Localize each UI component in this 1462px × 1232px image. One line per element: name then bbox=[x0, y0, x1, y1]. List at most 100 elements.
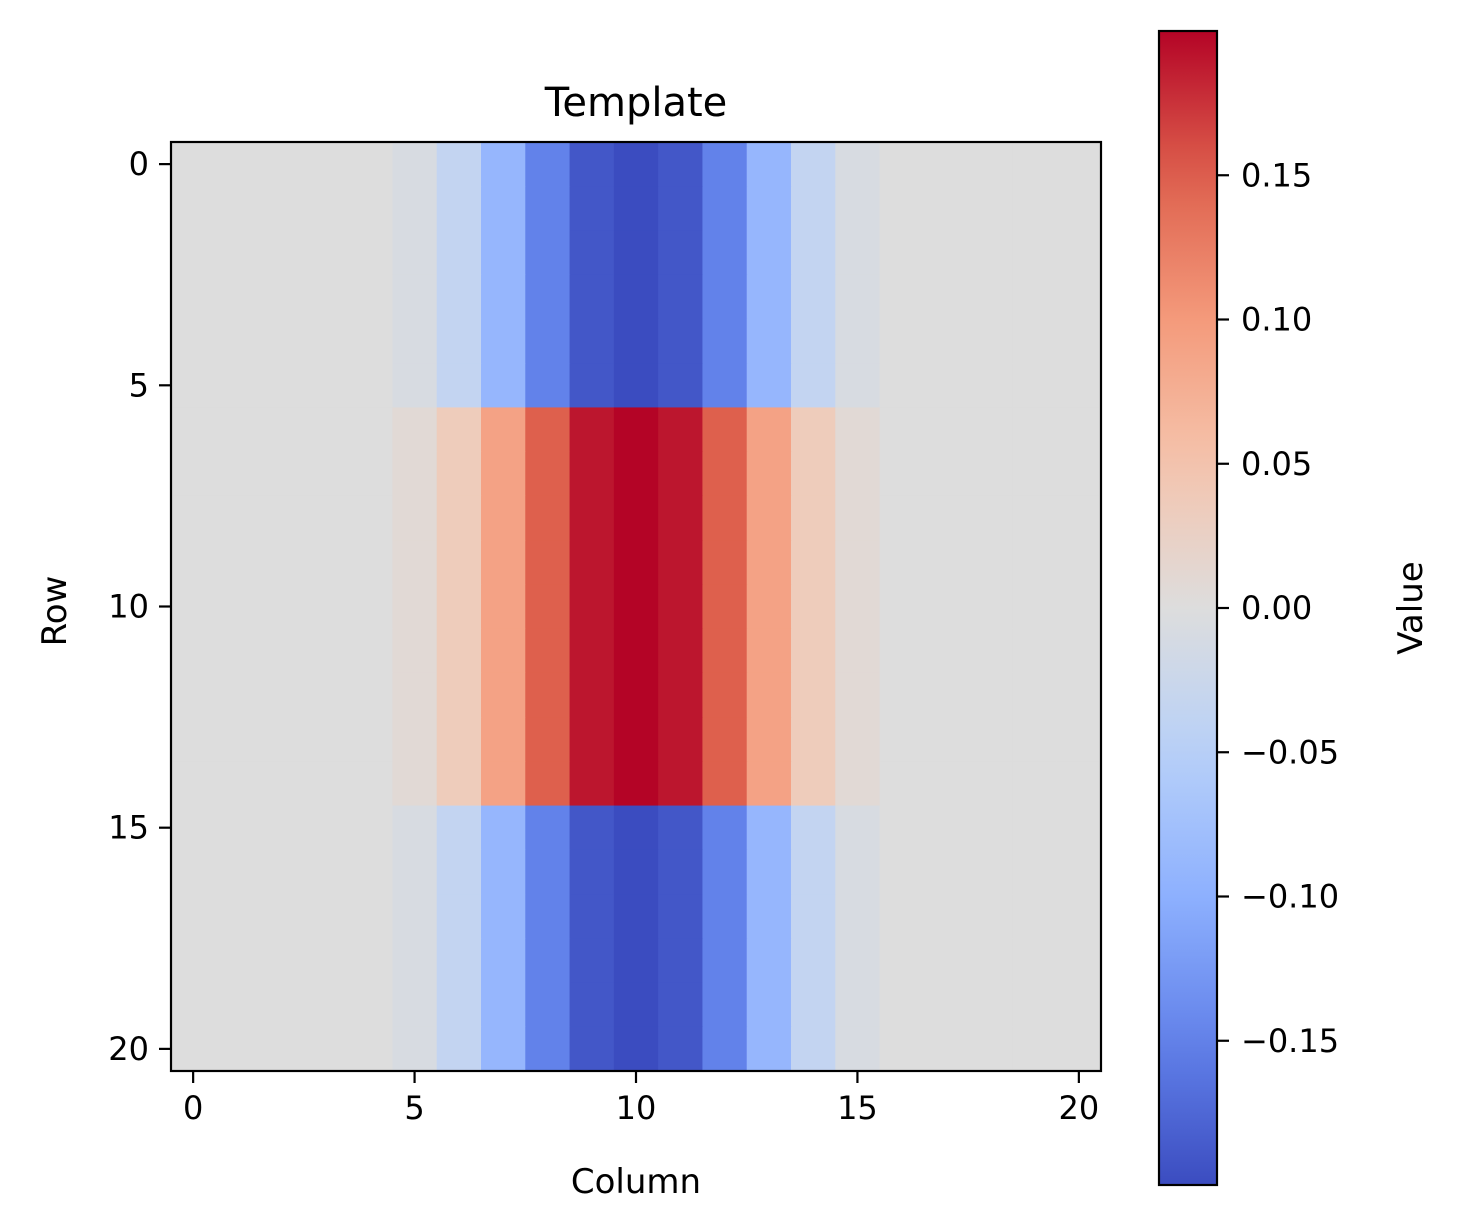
heatmap-cell bbox=[569, 849, 615, 895]
heatmap-cell bbox=[879, 540, 925, 585]
heatmap-cell bbox=[746, 495, 792, 541]
heatmap-cell bbox=[303, 274, 349, 320]
heatmap-cell bbox=[879, 407, 925, 453]
x-axis-label: Column bbox=[571, 1162, 701, 1202]
heatmap-cell bbox=[613, 982, 659, 1028]
heatmap-cell bbox=[525, 230, 571, 276]
heatmap-cell bbox=[569, 1026, 615, 1072]
heatmap-cell bbox=[746, 540, 792, 585]
heatmap-cell bbox=[1012, 495, 1058, 541]
heatmap-cell bbox=[658, 186, 704, 232]
heatmap-cell bbox=[259, 894, 305, 939]
heatmap-cell bbox=[702, 451, 748, 497]
heatmap-cell bbox=[348, 982, 394, 1028]
heatmap-cell bbox=[171, 274, 216, 320]
heatmap-cell bbox=[215, 628, 261, 674]
heatmap-cell bbox=[392, 628, 438, 674]
heatmap-cell bbox=[746, 142, 792, 187]
heatmap-cell bbox=[658, 495, 704, 541]
heatmap-cell bbox=[879, 717, 925, 762]
heatmap-cell bbox=[436, 628, 482, 674]
heatmap-cell bbox=[1012, 407, 1058, 453]
heatmap-cell bbox=[702, 186, 748, 232]
heatmap-cell bbox=[923, 894, 969, 939]
heatmap-cell bbox=[525, 672, 571, 718]
heatmap-cell bbox=[1012, 628, 1058, 674]
heatmap-cell bbox=[702, 407, 748, 453]
heatmap-cell bbox=[525, 717, 571, 762]
heatmap-cell bbox=[215, 407, 261, 453]
heatmap-cell bbox=[746, 584, 792, 630]
heatmap-cell bbox=[746, 363, 792, 409]
heatmap-cell bbox=[923, 363, 969, 409]
heatmap-cell bbox=[481, 186, 526, 232]
heatmap-cell bbox=[746, 407, 792, 453]
heatmap-cell bbox=[569, 805, 615, 851]
heatmap-cell bbox=[259, 230, 305, 276]
heatmap-cell bbox=[968, 849, 1014, 895]
heatmap-cell bbox=[613, 584, 659, 630]
heatmap-cell bbox=[658, 717, 704, 762]
heatmap-cell bbox=[481, 1026, 526, 1072]
heatmap-cell bbox=[171, 230, 216, 276]
heatmap-cell bbox=[436, 363, 482, 409]
heatmap-cell bbox=[481, 628, 526, 674]
heatmap-cell bbox=[215, 849, 261, 895]
heatmap-cell bbox=[835, 584, 881, 630]
heatmap-cell bbox=[1056, 672, 1102, 718]
heatmap-cell bbox=[481, 805, 526, 851]
heatmap-cell bbox=[171, 628, 216, 674]
heatmap-cell bbox=[215, 805, 261, 851]
heatmap-cell bbox=[171, 584, 216, 630]
heatmap-cell bbox=[392, 540, 438, 585]
heatmap-cell bbox=[171, 894, 216, 939]
heatmap-cell bbox=[658, 849, 704, 895]
heatmap-cell bbox=[259, 849, 305, 895]
heatmap-cell bbox=[215, 186, 261, 232]
heatmap-cell bbox=[303, 761, 349, 807]
heatmap-cell bbox=[392, 717, 438, 762]
heatmap-cell bbox=[1056, 407, 1102, 453]
heatmap-cell bbox=[746, 672, 792, 718]
heatmap-cell bbox=[658, 540, 704, 585]
y-axis-label: Row bbox=[35, 576, 75, 647]
heatmap-cell bbox=[303, 363, 349, 409]
heatmap-cell bbox=[968, 142, 1014, 187]
heatmap-cell bbox=[303, 672, 349, 718]
heatmap-cell bbox=[835, 982, 881, 1028]
heatmap-cell bbox=[879, 1026, 925, 1072]
heatmap-cell bbox=[658, 363, 704, 409]
heatmap-cell bbox=[658, 407, 704, 453]
heatmap-cell bbox=[658, 142, 704, 187]
heatmap-cell bbox=[746, 318, 792, 364]
heatmap-cell bbox=[392, 186, 438, 232]
heatmap-cell bbox=[392, 761, 438, 807]
heatmap-cell bbox=[968, 672, 1014, 718]
heatmap-cell bbox=[791, 318, 836, 364]
heatmap-cell bbox=[171, 318, 216, 364]
x-tick-label: 0 bbox=[183, 1089, 203, 1127]
heatmap-cell bbox=[702, 584, 748, 630]
heatmap-cell bbox=[658, 230, 704, 276]
heatmap-cell bbox=[436, 938, 482, 984]
heatmap-cell bbox=[525, 407, 571, 453]
x-tick-label: 10 bbox=[616, 1089, 657, 1127]
heatmap-cell bbox=[658, 318, 704, 364]
heatmap-cell bbox=[746, 186, 792, 232]
heatmap-cell bbox=[348, 318, 394, 364]
heatmap-cell bbox=[569, 186, 615, 232]
heatmap-cell bbox=[1012, 186, 1058, 232]
heatmap-cell bbox=[1056, 805, 1102, 851]
heatmap-cell bbox=[303, 717, 349, 762]
heatmap-cell bbox=[791, 230, 836, 276]
heatmap-cell bbox=[791, 451, 836, 497]
heatmap-cell bbox=[392, 894, 438, 939]
heatmap-cell bbox=[835, 142, 881, 187]
heatmap-cell bbox=[569, 407, 615, 453]
heatmap-cell bbox=[702, 230, 748, 276]
y-tick-label: 15 bbox=[108, 809, 149, 847]
heatmap-cell bbox=[436, 186, 482, 232]
heatmap-cell bbox=[348, 363, 394, 409]
heatmap-cell bbox=[259, 274, 305, 320]
heatmap-cell bbox=[392, 230, 438, 276]
